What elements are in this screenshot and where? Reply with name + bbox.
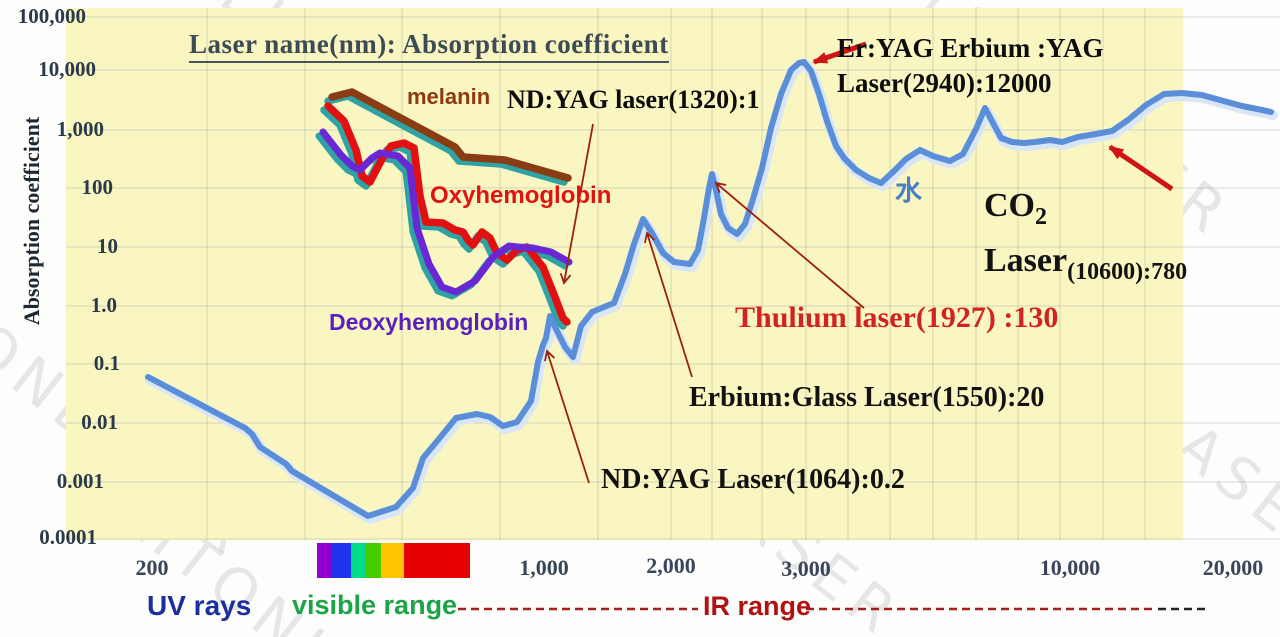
water-curve-shadow <box>145 60 1278 524</box>
y-tick-label: 0.0001 <box>39 525 97 549</box>
eryag-2940-label: Er:YAG Erbium :YAG Laser(2940):12000 <box>837 31 1104 101</box>
thulium-1927-label: Thulium laser(1927) :130 <box>735 301 1059 334</box>
spectrum-band <box>350 543 366 578</box>
water-curve <box>145 59 1274 519</box>
water-kanji-label: 水 <box>895 176 922 207</box>
y-tick-label: 0.1 <box>93 351 120 375</box>
y-tick-label: 1,000 <box>56 117 104 141</box>
ndyag-1064-label: ND:YAG Laser(1064):0.2 <box>601 464 905 495</box>
y-tick-label: 10,000 <box>38 57 96 81</box>
ir-range-label: IR range <box>703 591 812 621</box>
visible-spectrum-bar <box>317 543 470 578</box>
co2-laser-text: Laser <box>984 241 1068 279</box>
x-tick-label: 3,000 <box>781 556 831 581</box>
spectrum-band <box>332 543 351 578</box>
erbium-glass-1550-label: Erbium:Glass Laser(1550):20 <box>689 382 1045 413</box>
spectrum-band <box>317 543 333 578</box>
co2-value-sub: (10600):780 <box>1067 258 1188 285</box>
x-tick-label: 20,000 <box>1202 555 1264 580</box>
eryag-2940-line1: Er:YAG Erbium :YAG <box>837 33 1104 63</box>
x-tick-label: 2,000 <box>646 553 696 578</box>
eryag-arrow <box>812 41 867 65</box>
visible-range-label: visible range <box>292 590 458 620</box>
deoxyhemoglobin-label: Deoxyhemoglobin <box>329 309 529 335</box>
chart-title: Laser name(nm): Absorption coefficient <box>189 29 669 63</box>
co2-sub: 2 <box>1035 203 1047 230</box>
spectrum-band <box>365 543 382 578</box>
x-tick-label: 10,000 <box>1039 555 1101 580</box>
co2-text: CO <box>984 187 1035 224</box>
y-tick-label: 10 <box>97 234 118 258</box>
co2-line2: Laser(10600):780 <box>984 239 1187 294</box>
y-tick-label: 0.01 <box>81 410 118 434</box>
y-tick-label: 0.001 <box>56 469 104 493</box>
nd1064-arrow <box>544 349 590 484</box>
thulium-arrow <box>714 181 865 309</box>
ndyag-1320-label: ND:YAG laser(1320):1 <box>507 85 760 114</box>
y-tick-label: 100 <box>81 175 114 199</box>
y-tick-label: 100,000 <box>17 4 86 28</box>
deoxyhemoglobin-curve <box>319 128 573 296</box>
co2-line1: CO2 <box>984 184 1187 239</box>
x-tick-label: 1,000 <box>519 555 569 580</box>
x-tick-label: 200 <box>135 555 169 580</box>
oxyhemoglobin-label: Oxyhemoglobin <box>430 182 612 209</box>
co2-arrow <box>1108 144 1174 192</box>
nd1320-arrow <box>559 123 594 285</box>
y-tick-label: 1.0 <box>90 293 117 317</box>
spectrum-band <box>381 543 405 578</box>
y-axis-title: Absorption coefficient <box>19 116 44 326</box>
melanin-label: melanin <box>407 84 491 109</box>
co2-laser-label: CO2 Laser(10600):780 <box>984 184 1187 294</box>
eryag-2940-line2: Laser(2940):12000 <box>837 68 1052 98</box>
melanin-curve <box>328 88 572 182</box>
erbium-glass-arrow <box>644 231 693 378</box>
uv-rays-label: UV rays <box>147 590 252 621</box>
spectrum-band <box>404 543 470 578</box>
